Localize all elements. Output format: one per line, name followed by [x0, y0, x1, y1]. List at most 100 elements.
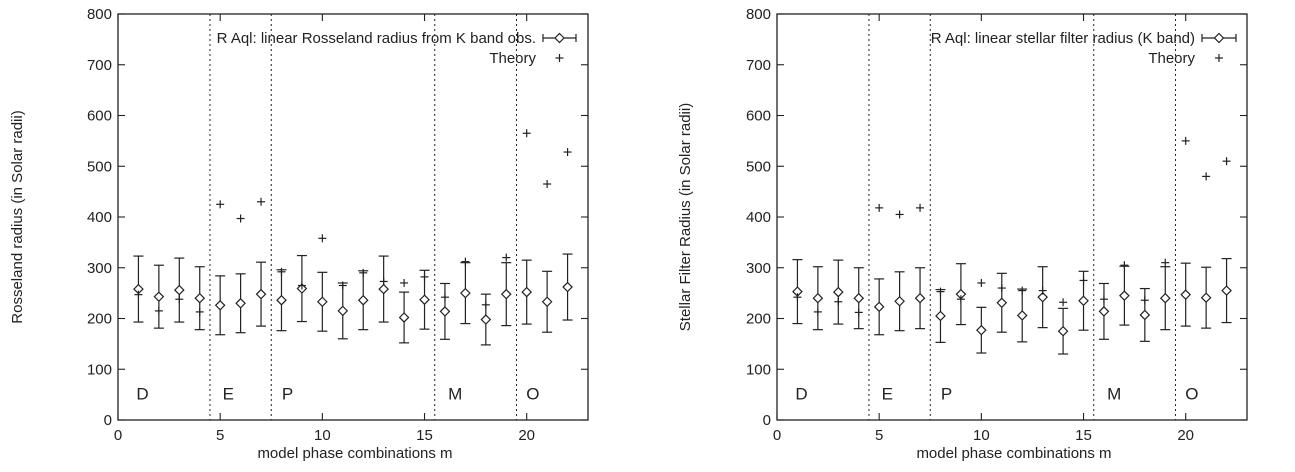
- region-label-o: O: [1185, 385, 1198, 404]
- data-point-observed: [812, 292, 824, 304]
- x-axis-title: model phase combinations m: [916, 445, 1111, 462]
- legend-label-theory: Theory: [489, 50, 536, 67]
- data-point-observed: [975, 324, 987, 336]
- x-tick-label: 15: [1075, 427, 1092, 444]
- data-point-observed: [194, 292, 206, 304]
- y-tick-label: 100: [87, 361, 112, 378]
- left-chart: 0 100 200 300 400 500 600 700 800 0 5 10 15 20 model p…: [9, 6, 589, 462]
- data-point-theory: [338, 281, 347, 290]
- data-point-theory: [1222, 157, 1231, 166]
- data-point-theory: [216, 200, 225, 209]
- region-label-d: D: [136, 385, 148, 404]
- data-point-observed: [173, 284, 185, 296]
- y-tick-label: 600: [746, 108, 771, 125]
- plot-frame: [117, 13, 589, 421]
- region-label-d: D: [795, 385, 807, 404]
- data-point-theory: [277, 267, 286, 276]
- y-tick-label: 300: [87, 260, 112, 277]
- data-point-observed: [935, 310, 946, 322]
- data-point-observed: [1078, 295, 1089, 307]
- data-point-theory: [502, 253, 511, 262]
- data-point-theory: [481, 300, 490, 309]
- region-label-e: E: [223, 385, 234, 404]
- legend-sample-diamond: [1213, 32, 1225, 44]
- y-tick-label: 600: [87, 108, 112, 125]
- data-point-observed: [914, 292, 926, 304]
- data-point-observed: [480, 314, 492, 325]
- data-point-theory: [875, 203, 884, 212]
- data-point-observed: [378, 283, 390, 295]
- data-point-observed: [214, 299, 226, 311]
- data-point-theory: [236, 214, 245, 223]
- y-tick-label: 400: [746, 209, 771, 226]
- data-point-observed: [1180, 289, 1192, 300]
- data-point-observed: [1139, 309, 1151, 321]
- region-label-m: M: [1107, 385, 1121, 404]
- y-tick-label: 700: [87, 57, 112, 74]
- data-point-observed: [996, 297, 1008, 309]
- data-point-theory: [543, 180, 552, 189]
- y-tick-label: 100: [746, 361, 771, 378]
- plot-frame: [776, 13, 1248, 421]
- data-point-observed: [853, 292, 865, 304]
- data-point-observed: [541, 296, 553, 308]
- y-tick-label: 700: [746, 57, 771, 74]
- data-point-theory: [154, 306, 163, 315]
- y-axis-title: Stellar Filter Radius (in Solar radii): [677, 103, 694, 331]
- data-point-observed: [1057, 325, 1069, 337]
- data-point-theory: [359, 268, 368, 277]
- data-point-theory: [461, 257, 470, 266]
- data-point-theory: [379, 277, 388, 286]
- data-point-theory: [813, 307, 822, 316]
- data-point-theory: [1140, 296, 1149, 305]
- region-label-o: O: [526, 385, 539, 404]
- data-point-observed: [1119, 290, 1130, 302]
- data-point-observed: [521, 286, 533, 298]
- data-point-observed: [562, 281, 573, 293]
- data-point-theory: [1202, 172, 1211, 181]
- data-point-observed: [357, 294, 369, 306]
- data-point-observed: [460, 287, 471, 299]
- data-point-observed: [255, 288, 267, 300]
- x-tick-label: 5: [216, 427, 224, 444]
- region-label-e: E: [882, 385, 893, 404]
- region-label-m: M: [448, 385, 462, 404]
- data-point-theory: [1120, 261, 1129, 270]
- data-point-theory: [895, 210, 904, 219]
- region-label-p: P: [941, 385, 952, 404]
- x-tick-label: 10: [314, 427, 331, 444]
- data-point-theory: [440, 293, 449, 302]
- data-point-theory: [134, 290, 143, 299]
- x-tick-label: 0: [773, 427, 781, 444]
- data-point-theory: [977, 278, 986, 287]
- data-point-observed: [873, 301, 885, 313]
- y-tick-label: 300: [746, 260, 771, 277]
- right-chart: 0 100 200 300 400 500 600 700 800 0 5 10 15 20 model p…: [677, 6, 1248, 462]
- data-point-theory: [834, 297, 843, 306]
- x-tick-label: 10: [973, 427, 990, 444]
- y-tick-label: 0: [763, 412, 771, 429]
- y-tick-label: 400: [87, 209, 112, 226]
- data-point-theory: [1099, 295, 1108, 304]
- y-tick-label: 0: [104, 412, 112, 429]
- y-tick-label: 200: [87, 311, 112, 328]
- x-tick-label: 20: [518, 427, 535, 444]
- data-point-observed: [1200, 292, 1212, 304]
- y-tick-label: 800: [746, 6, 771, 23]
- data-point-theory: [793, 293, 802, 302]
- x-tick-label: 0: [114, 427, 122, 444]
- data-point-theory: [318, 234, 327, 243]
- data-point-observed: [1037, 291, 1049, 303]
- legend-label-observed: R Aql: linear stellar filter radius (K b…: [931, 30, 1195, 47]
- data-point-theory: [1038, 286, 1047, 295]
- legend-label-theory: Theory: [1148, 50, 1195, 67]
- data-point-observed: [832, 286, 844, 298]
- data-point-theory: [563, 148, 572, 157]
- legend-sample-plus: [1215, 54, 1223, 62]
- data-point-theory: [936, 287, 945, 296]
- data-point-observed: [337, 305, 349, 317]
- data-point-theory: [1181, 136, 1190, 145]
- data-point-observed: [439, 306, 451, 317]
- x-tick-label: 20: [1177, 427, 1194, 444]
